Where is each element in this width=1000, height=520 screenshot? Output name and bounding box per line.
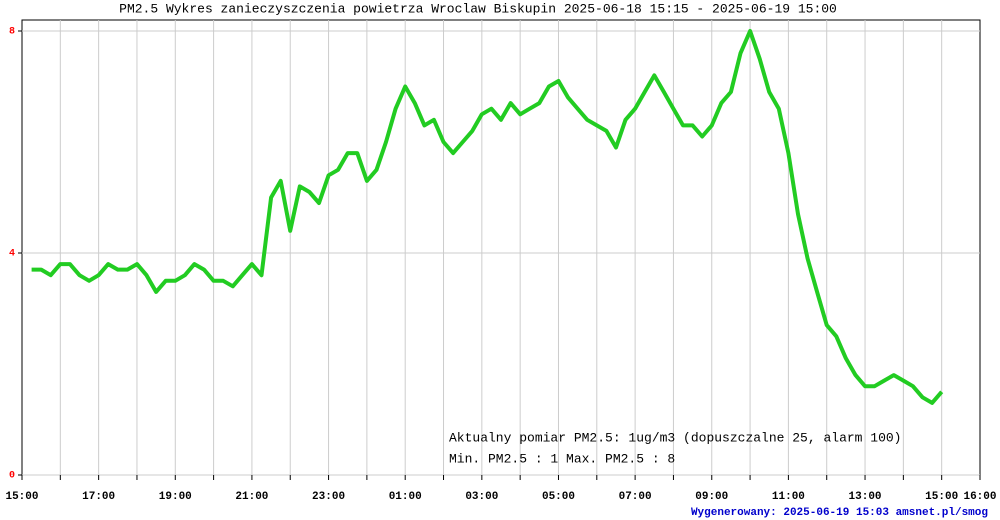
x-tick-label: 15:00 [5,491,38,503]
x-tick-label: 17:00 [82,491,115,503]
plot-frame [21,19,981,476]
x-tick-label: 19:00 [159,491,192,503]
y-tick-label: 4 [9,249,15,260]
y-tick-label: 0 [9,471,15,482]
x-tick-label: 13:00 [849,491,882,503]
x-tick-label: 21:00 [235,491,268,503]
x-tick-label: 07:00 [619,491,652,503]
x-tick-label: 23:00 [312,491,345,503]
y-tick-label: 8 [9,27,15,38]
chart-title: PM2.5 Wykres zanieczyszczenia powietrza … [119,1,837,16]
x-tick-label: 03:00 [465,491,498,503]
x-tick-label: 09:00 [695,491,728,503]
x-tick-label: 11:00 [772,491,805,503]
x-tick-label: 05:00 [542,491,575,503]
annotation: Aktualny pomiar PM2.5: 1ug/m3 (dopuszcza… [449,430,901,445]
data-line [31,29,944,405]
x-tick-label: 15:00 [925,491,958,503]
x-tick-label: 16:00 [963,491,996,503]
x-tick-label: 01:00 [389,491,422,503]
footer: Wygenerowany: 2025-06-19 15:03 amsnet.pl… [691,507,988,519]
annotation: Min. PM2.5 : 1 Max. PM2.5 : 8 [449,451,675,466]
